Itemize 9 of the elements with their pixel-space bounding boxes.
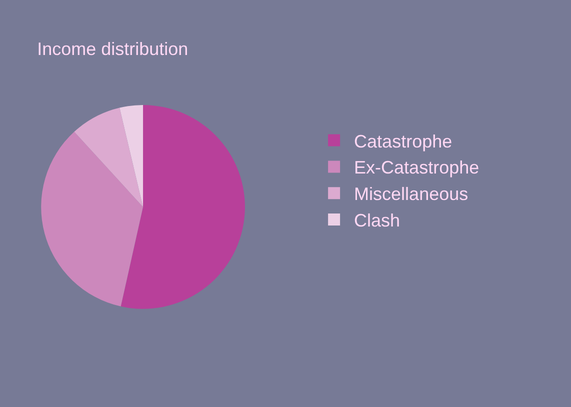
pie-slice <box>74 108 144 207</box>
legend-label: Clash <box>354 210 400 231</box>
pie-slice <box>120 105 245 309</box>
chart-title: Income distribution <box>37 39 188 60</box>
legend-label: Miscellaneous <box>354 184 468 204</box>
pie-slice <box>120 105 144 207</box>
legend-label: Catastrophe <box>354 131 452 152</box>
pie-slice <box>41 132 144 306</box>
legend-label: Ex-Catastrophe <box>354 158 480 178</box>
